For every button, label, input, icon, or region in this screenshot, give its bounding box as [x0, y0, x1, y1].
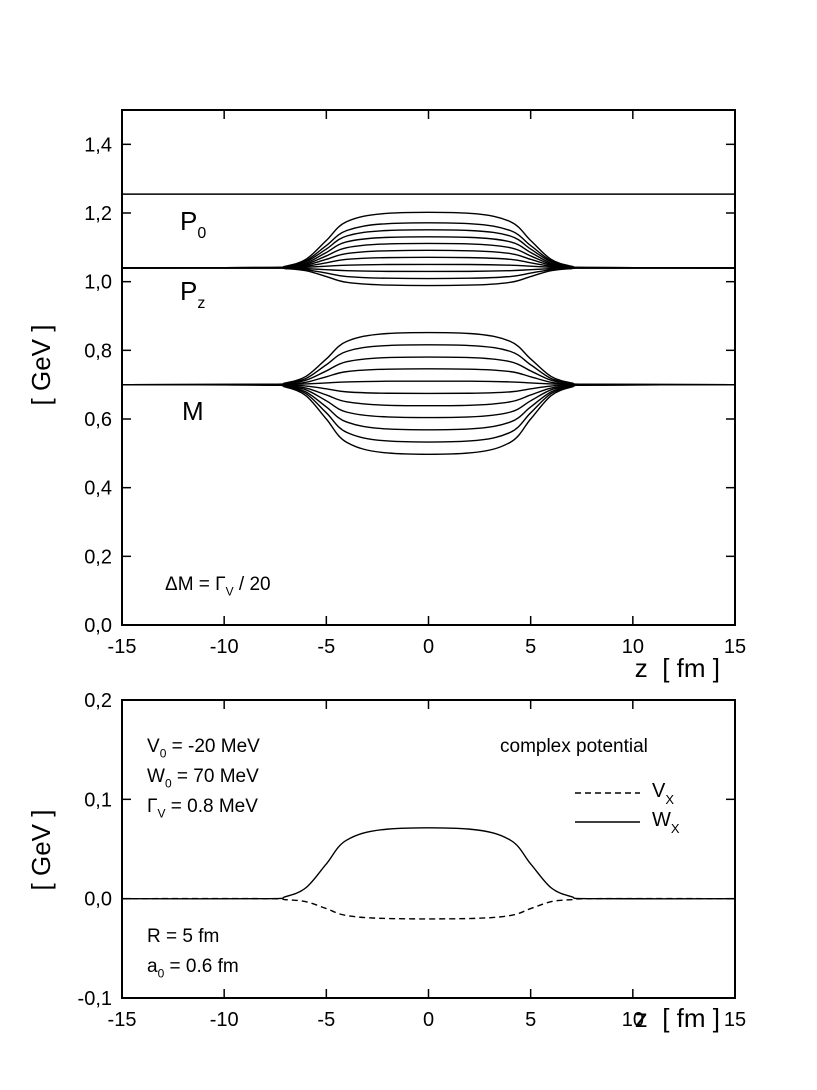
curve: [121, 249, 736, 269]
y-tick-label: 0,6: [84, 409, 112, 431]
annotation: complex potential: [500, 736, 648, 757]
annotation-subscript: 0: [197, 225, 206, 242]
annotation-text: / 20: [234, 574, 271, 595]
annotation-text: W: [147, 766, 165, 787]
annotation-subscript: z: [197, 295, 205, 312]
y-tick-label: 0,0: [84, 889, 112, 911]
annotation-subscript: V: [226, 585, 234, 599]
plot-frame: [121, 699, 736, 999]
annotation-text: M: [182, 396, 204, 426]
x-tick-label: 0: [423, 636, 434, 658]
x-tick-label: 5: [525, 636, 536, 658]
annotation-subscript: V: [157, 807, 165, 821]
annotation: M: [182, 396, 204, 426]
curve: [121, 236, 736, 269]
y-tick-label: 0,8: [84, 340, 112, 362]
annotation-subscript: 0: [165, 777, 172, 791]
annotation-text: P: [180, 206, 197, 236]
curve: [121, 229, 736, 269]
curve: [121, 383, 736, 431]
curve: [121, 383, 736, 407]
x-tick-label: -10: [210, 636, 239, 658]
curve: [121, 256, 736, 269]
y-tick-label: 0,1: [84, 789, 112, 811]
x-tick-label: -10: [210, 1009, 239, 1031]
x-tick-label: -5: [317, 1009, 335, 1031]
curve: [121, 344, 736, 386]
annotation-text: P: [180, 276, 197, 306]
annotation: ΔM = ΓV / 20: [165, 574, 271, 599]
curve: [121, 331, 736, 386]
x-tick-label: 15: [724, 636, 746, 658]
annotation-subscript: 0: [158, 967, 165, 981]
legend-label: WX: [652, 809, 680, 836]
curve: [121, 383, 736, 456]
y-tick-label: -0,1: [78, 988, 112, 1010]
curve: [121, 383, 736, 419]
plot-frame: [121, 109, 736, 626]
curve: [121, 368, 736, 386]
x-tick-label: -5: [317, 636, 335, 658]
x-axis-label: z [ fm ]: [635, 653, 720, 683]
annotation: Pz: [180, 276, 205, 312]
x-tick-label: 10: [622, 636, 644, 658]
x-tick-label: -15: [108, 636, 137, 658]
curve: [121, 827, 736, 900]
annotation-text: Γ: [147, 796, 157, 817]
x-tick-label: 10: [622, 1009, 644, 1031]
y-tick-label: 0,2: [84, 546, 112, 568]
panel: -0,1 0,0 0,1 0,2 -15 -10 -5 0 5 10 15z [ fm ] [ GeV…: [26, 690, 746, 1033]
annotation-text: = 70 MeV: [172, 766, 259, 787]
annotation: W0 = 70 MeV: [147, 766, 259, 791]
panel: 0,0 0,2 0,4 0,6 0,8 1,0 1,2 1,4 -15 -10 -5 0 5 10 15z …: [26, 109, 746, 683]
y-axis-label: [ GeV ]: [26, 810, 56, 891]
x-tick-label: -15: [108, 1009, 137, 1031]
annotation-text: R = 5 fm: [147, 926, 219, 947]
annotation-text: complex potential: [500, 736, 648, 757]
y-tick-label: 1,2: [84, 203, 112, 225]
curve: [121, 897, 736, 920]
curve: [121, 211, 736, 269]
y-tick-label: 1,4: [84, 134, 112, 156]
y-tick-label: 0,4: [84, 478, 112, 500]
annotation-text: V: [147, 736, 160, 757]
annotation-text: = -20 MeV: [166, 736, 260, 757]
annotation: V0 = -20 MeV: [147, 736, 260, 761]
annotation: ΓV = 0.8 MeV: [147, 796, 258, 821]
x-tick-label: 0: [423, 1009, 434, 1031]
annotation: R = 5 fm: [147, 926, 219, 947]
annotation-text: a: [147, 956, 158, 977]
curve: [121, 267, 736, 287]
y-tick-label: 1,0: [84, 272, 112, 294]
y-tick-label: 0,2: [84, 690, 112, 712]
annotation: a0 = 0.6 fm: [147, 956, 239, 981]
annotation: P0: [180, 206, 206, 242]
curve: [121, 267, 736, 280]
annotation-text: = 0.6 fm: [164, 956, 238, 977]
x-tick-label: 15: [724, 1009, 746, 1031]
x-tick-label: 5: [525, 1009, 536, 1031]
annotation-subscript: 0: [160, 747, 167, 761]
annotation-text: ΔM = Γ: [165, 574, 226, 595]
curve: [121, 383, 736, 395]
y-axis-label: [ GeV ]: [26, 325, 56, 406]
annotation-text: = 0.8 MeV: [165, 796, 258, 817]
x-axis-label: z [ fm ]: [635, 1003, 720, 1033]
legend-label: VX: [652, 780, 674, 807]
y-tick-label: 0,0: [84, 615, 112, 637]
